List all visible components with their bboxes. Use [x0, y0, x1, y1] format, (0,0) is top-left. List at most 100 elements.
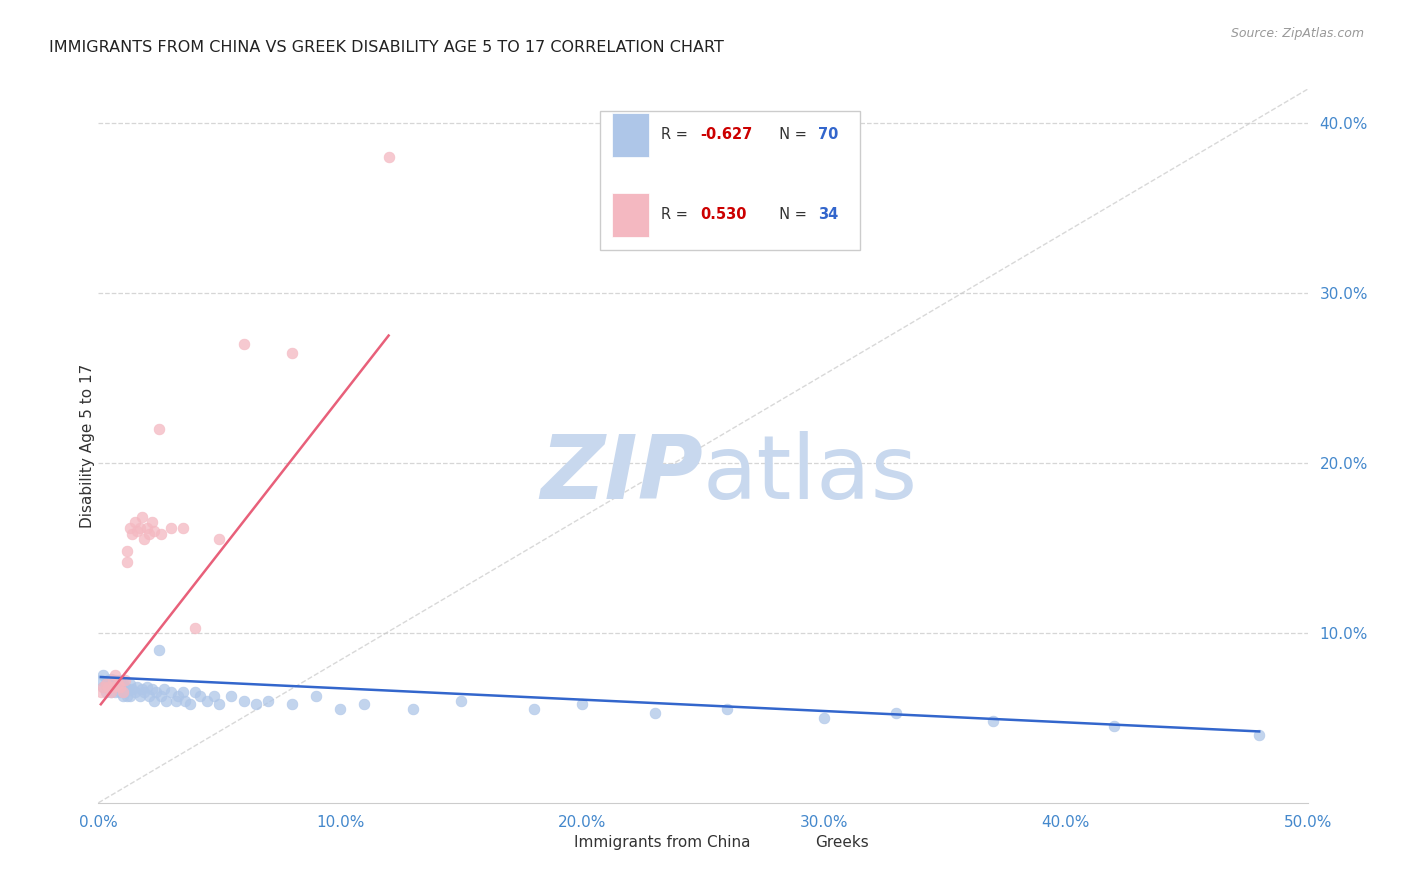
Point: [208, 533, 231, 547]
Point: [131, 681, 153, 696]
Point: [523, 702, 546, 716]
Point: [127, 524, 149, 538]
Point: [111, 689, 134, 703]
Point: [160, 520, 183, 534]
Point: [195, 694, 218, 708]
Point: [114, 673, 136, 688]
Text: 34: 34: [818, 207, 838, 222]
Point: [245, 698, 267, 712]
Point: [121, 527, 143, 541]
Point: [148, 422, 170, 436]
Point: [571, 698, 593, 712]
Point: [204, 689, 226, 703]
Point: [141, 681, 163, 696]
Point: [402, 702, 425, 716]
Point: [117, 555, 139, 569]
Point: [94, 677, 117, 691]
Point: [281, 698, 304, 712]
Point: [256, 694, 278, 708]
Point: [221, 689, 243, 703]
Point: [118, 689, 141, 703]
Point: [152, 681, 174, 696]
FancyBboxPatch shape: [613, 193, 648, 237]
Point: [124, 516, 146, 530]
Text: Immigrants from China: Immigrants from China: [574, 835, 751, 849]
Point: [91, 680, 114, 694]
Point: [644, 706, 666, 720]
Text: 70: 70: [818, 128, 838, 143]
Point: [100, 685, 122, 699]
Point: [138, 527, 160, 541]
Point: [117, 689, 139, 703]
Point: [117, 681, 139, 696]
FancyBboxPatch shape: [613, 112, 648, 157]
Point: [91, 668, 114, 682]
Point: [208, 698, 231, 712]
Point: [179, 698, 201, 712]
Point: [90, 685, 112, 699]
Point: [145, 685, 167, 699]
Point: [108, 685, 131, 699]
Point: [329, 702, 352, 716]
Point: [150, 689, 173, 703]
Point: [111, 685, 134, 699]
Text: ZIP: ZIP: [540, 431, 703, 518]
Point: [117, 544, 139, 558]
Point: [111, 677, 134, 691]
Point: [97, 673, 120, 688]
Text: Greeks: Greeks: [815, 835, 869, 849]
FancyBboxPatch shape: [600, 111, 860, 250]
Point: [981, 714, 1004, 729]
Point: [101, 680, 124, 694]
Point: [886, 706, 908, 720]
Point: [118, 520, 141, 534]
Point: [94, 685, 117, 699]
Point: [134, 685, 156, 699]
Point: [150, 527, 173, 541]
Text: 0.530: 0.530: [700, 207, 747, 222]
Point: [143, 524, 166, 538]
FancyBboxPatch shape: [782, 828, 808, 856]
Text: N =: N =: [769, 128, 811, 143]
Point: [104, 673, 127, 688]
Point: [813, 711, 835, 725]
Point: [131, 510, 153, 524]
Point: [107, 677, 129, 691]
Point: [188, 689, 211, 703]
Text: R =: R =: [661, 207, 692, 222]
Point: [107, 677, 129, 691]
Point: [155, 694, 177, 708]
Point: [97, 680, 120, 694]
Text: atlas: atlas: [703, 431, 918, 518]
Point: [141, 516, 163, 530]
Point: [121, 681, 143, 696]
Point: [174, 694, 197, 708]
Point: [94, 677, 117, 691]
Point: [114, 685, 136, 699]
Point: [167, 689, 190, 703]
Point: [101, 680, 124, 694]
Point: [107, 680, 129, 694]
Point: [135, 520, 157, 534]
Point: [90, 673, 112, 688]
Point: [100, 672, 122, 686]
Point: [143, 694, 166, 708]
Point: [91, 680, 114, 694]
Point: [108, 673, 131, 688]
Point: [104, 668, 127, 682]
Point: [184, 685, 207, 699]
Point: [172, 685, 194, 699]
Text: IMMIGRANTS FROM CHINA VS GREEK DISABILITY AGE 5 TO 17 CORRELATION CHART: IMMIGRANTS FROM CHINA VS GREEK DISABILIT…: [49, 40, 724, 55]
Point: [1249, 728, 1271, 742]
Point: [184, 621, 207, 635]
Point: [108, 680, 131, 694]
Point: [165, 694, 187, 708]
FancyBboxPatch shape: [540, 828, 567, 856]
Point: [138, 689, 160, 703]
Point: [281, 345, 304, 359]
Point: [148, 643, 170, 657]
Point: [100, 685, 122, 699]
Point: [97, 680, 120, 694]
Point: [716, 702, 738, 716]
Point: [134, 533, 156, 547]
